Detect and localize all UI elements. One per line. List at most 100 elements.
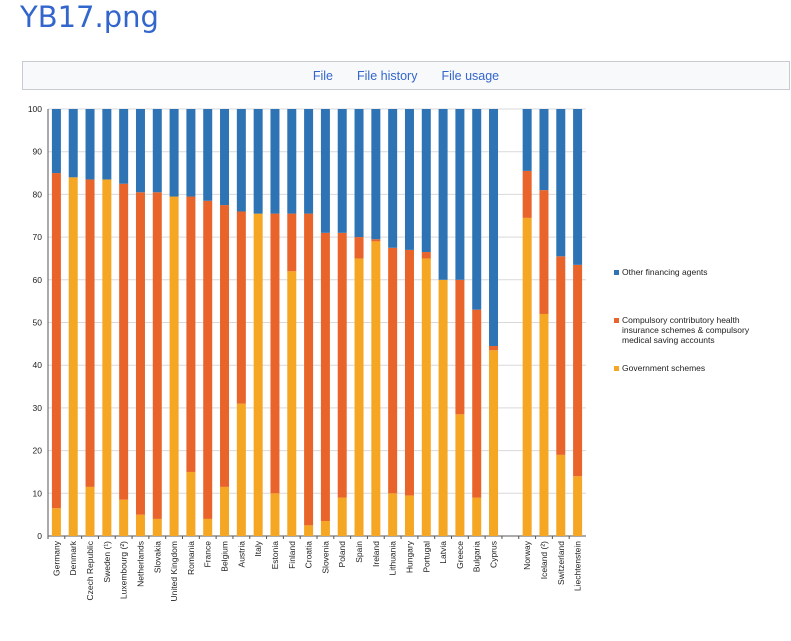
bar-segment-other	[472, 109, 482, 310]
bar-segment-government	[539, 313, 549, 536]
bar-segment-other	[152, 109, 162, 193]
x-tick-label: Bulgaria	[472, 541, 482, 572]
bar-segment-other	[135, 109, 145, 193]
bar-segment-compulsory	[304, 213, 314, 526]
x-tick-label: Hungary	[404, 540, 414, 573]
bar-segment-compulsory	[556, 256, 566, 455]
bar-segment-compulsory	[135, 192, 145, 515]
x-tick-label: France	[203, 541, 213, 568]
tab-file[interactable]: File	[312, 68, 334, 83]
bar-segment-other	[522, 109, 532, 171]
file-tabs-bar: File File history File usage	[22, 61, 790, 90]
legend-swatch	[614, 366, 619, 371]
tab-file-usage[interactable]: File usage	[441, 68, 500, 83]
bar-segment-government	[337, 497, 347, 536]
legend-label: Compulsory contributory health insurance …	[622, 315, 750, 345]
x-tick-label: Czech Republic	[85, 540, 95, 600]
x-tick-label: Switzerland	[556, 541, 566, 585]
bar-segment-other	[421, 109, 431, 253]
bar-segment-compulsory	[287, 213, 297, 272]
bar-segment-other	[337, 109, 347, 233]
y-tick-label: 80	[33, 189, 43, 199]
bar-segment-other	[287, 109, 297, 214]
bar-segment-other	[354, 109, 364, 238]
bar-segment-compulsory	[489, 345, 499, 351]
bar-segment-compulsory	[152, 192, 162, 519]
bar-segment-government	[119, 499, 129, 536]
bar-segment-other	[371, 109, 381, 240]
x-tick-label: Luxembourg (²)	[119, 541, 129, 599]
bar-segment-compulsory	[220, 205, 230, 487]
bar-segment-government	[169, 196, 179, 536]
bar-segment-compulsory	[119, 183, 129, 500]
bar-segment-other	[438, 109, 448, 280]
bar-segment-government	[102, 179, 112, 536]
bar-segment-government	[404, 495, 414, 536]
y-tick-label: 60	[33, 275, 43, 285]
bar-segment-government	[489, 350, 499, 536]
y-tick-label: 0	[37, 531, 42, 541]
legend-swatch	[614, 270, 619, 275]
bar-segment-other	[220, 109, 230, 206]
bar-segment-government	[438, 279, 448, 536]
bar-segment-compulsory	[354, 237, 364, 259]
y-tick-label: 30	[33, 403, 43, 413]
bar-segment-government	[186, 471, 196, 536]
bar-segment-other	[270, 109, 280, 214]
y-tick-label: 20	[33, 446, 43, 456]
bar-segment-government	[287, 271, 297, 536]
y-tick-label: 70	[33, 232, 43, 242]
x-tick-label: Spain	[354, 541, 364, 563]
x-tick-label: Romania	[186, 541, 196, 575]
x-tick-label: Slovakia	[152, 541, 162, 573]
page-title: YB17.png	[20, 0, 159, 34]
x-tick-label: Netherlands	[135, 541, 145, 587]
bar-segment-other	[203, 109, 213, 201]
bar-segment-compulsory	[371, 239, 381, 242]
tab-file-history[interactable]: File history	[357, 68, 418, 83]
bar-segment-government	[135, 514, 145, 536]
x-tick-label: Ireland	[371, 541, 381, 567]
bar-segment-government	[320, 521, 330, 536]
bar-segment-government	[152, 518, 162, 536]
x-tick-label: Germany	[51, 540, 61, 576]
bar-segment-government	[388, 493, 398, 536]
bar-segment-compulsory	[573, 264, 583, 477]
bar-segment-other	[489, 109, 499, 346]
bar-segment-government	[253, 213, 263, 536]
x-tick-label: Belgium	[220, 541, 230, 572]
bar-segment-government	[522, 217, 532, 536]
x-tick-label: Norway	[522, 540, 532, 570]
bar-segment-compulsory	[270, 213, 280, 494]
bar-segment-compulsory	[472, 309, 482, 498]
stacked-bar-chart: 0 10 20 30 40 50 60 70 80 90 100 Germany Denmark Czec…	[28, 104, 750, 601]
bar-segment-other	[51, 109, 61, 174]
x-tick-label: United Kingdom	[169, 541, 179, 601]
bar-segment-government	[472, 497, 482, 536]
x-tick-label: Austria	[236, 541, 246, 568]
bar-segment-other	[388, 109, 398, 248]
bar-segment-government	[556, 454, 566, 536]
y-tick-label: 40	[33, 360, 43, 370]
x-tick-label: Sweden (¹)	[102, 541, 112, 583]
chart-image: 0 10 20 30 40 50 60 70 80 90 100 Germany Denmark Czec…	[0, 92, 791, 641]
bar-segment-other	[85, 109, 95, 180]
bar-segment-other	[236, 109, 246, 212]
bar-segment-government	[51, 508, 61, 536]
bar-segment-compulsory	[236, 211, 246, 404]
y-tick-label: 90	[33, 147, 43, 157]
bar-segment-government	[421, 258, 431, 536]
bar-segment-government	[304, 525, 314, 536]
x-tick-label: Iceland (²)	[539, 541, 549, 579]
bar-segment-other	[253, 109, 263, 214]
bar-segment-government	[203, 518, 213, 536]
bar-segment-other	[169, 109, 179, 197]
bar-segment-government	[236, 403, 246, 536]
y-tick-label: 100	[28, 104, 42, 114]
bar-segment-other	[539, 109, 549, 191]
x-tick-label: Lithuania	[388, 541, 398, 576]
bar-segment-government	[455, 414, 465, 536]
y-tick-label: 10	[33, 488, 43, 498]
bar-segment-compulsory	[320, 232, 330, 522]
x-tick-label: Cyprus	[489, 541, 499, 568]
